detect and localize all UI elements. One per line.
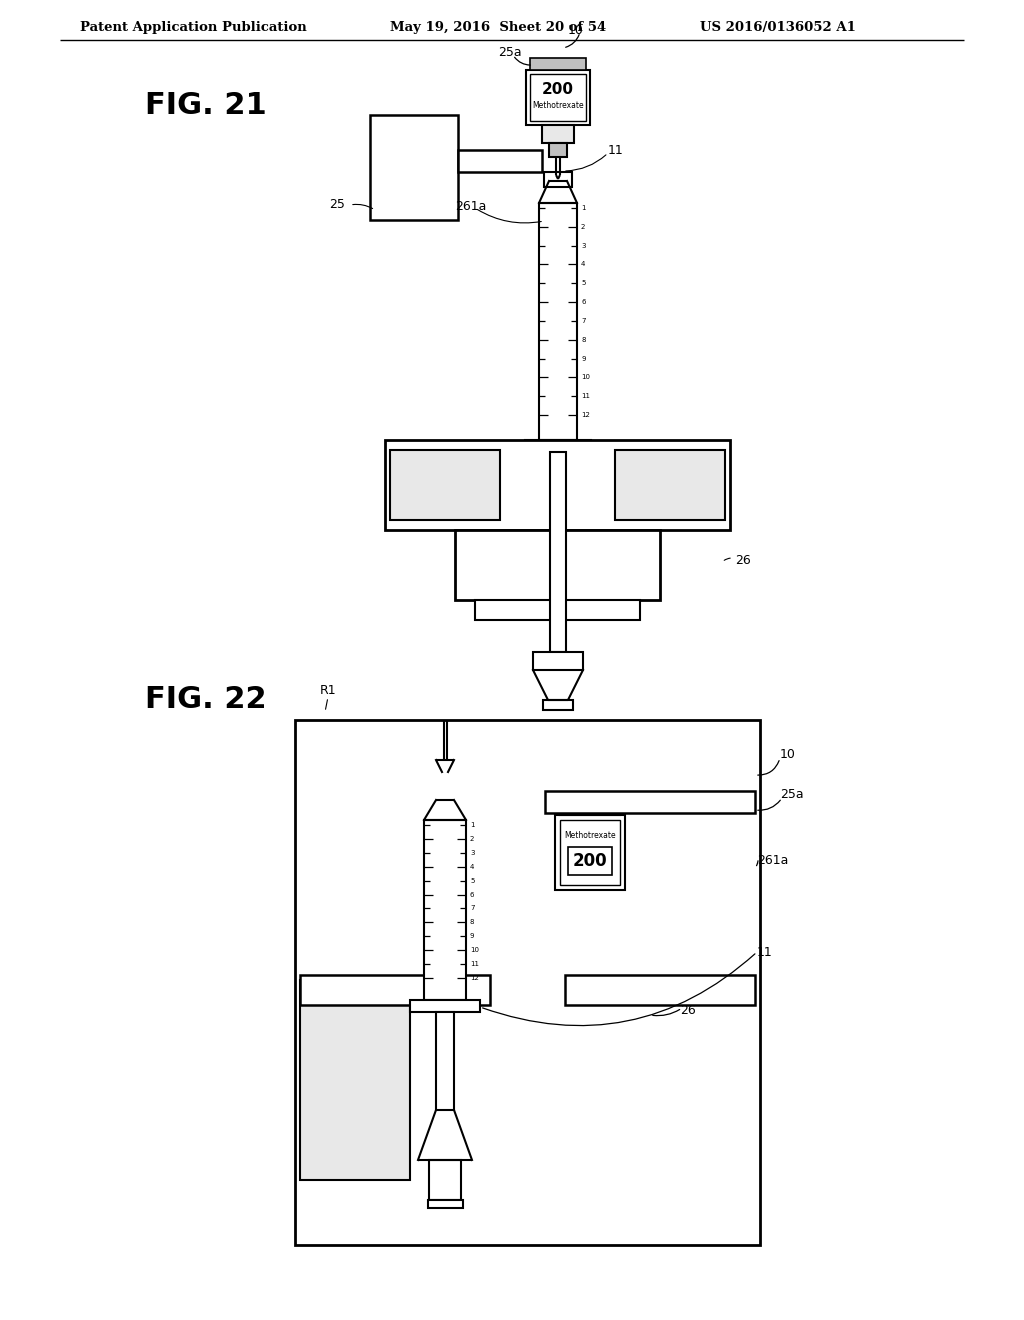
Text: FIG. 21: FIG. 21 [145,91,266,120]
Text: 10: 10 [581,375,590,380]
Text: 5: 5 [470,878,474,883]
Text: Patent Application Publication: Patent Application Publication [80,21,307,33]
Bar [525,440,591,451]
Bar [560,820,620,884]
Text: 200: 200 [572,851,607,870]
Text: 25a: 25a [498,45,521,58]
Text: 10: 10 [780,748,796,762]
Bar [370,115,458,220]
Bar [544,172,572,187]
Text: 11: 11 [470,961,479,968]
Text: 6: 6 [470,891,474,898]
Text: 200: 200 [542,82,574,98]
Text: 261a: 261a [757,854,788,866]
Text: 11: 11 [581,393,590,399]
Text: 7: 7 [470,906,474,911]
Bar [555,814,625,890]
Bar [458,150,542,172]
Text: Methotrexate: Methotrexate [532,102,584,111]
Bar [455,531,660,601]
Bar [560,801,620,814]
Bar [390,450,500,520]
Text: 11: 11 [608,144,624,157]
Text: 10: 10 [568,24,584,37]
Bar [530,74,586,121]
Bar [542,125,574,143]
Bar [300,975,490,1005]
Text: 10: 10 [470,948,479,953]
Text: 2: 2 [470,836,474,842]
Text: 7: 7 [581,318,586,323]
Bar [410,1001,480,1012]
Text: 1: 1 [581,205,586,211]
Text: Methotrexate: Methotrexate [564,830,615,840]
Text: 5: 5 [581,280,586,286]
Text: US 2016/0136052 A1: US 2016/0136052 A1 [700,21,856,33]
Bar [565,975,755,1005]
Bar [550,451,566,652]
Bar [436,1012,454,1110]
Bar [300,979,410,1180]
Bar [534,652,583,671]
Text: 4: 4 [581,261,586,268]
Text: 26: 26 [680,1003,695,1016]
Bar [475,601,640,620]
Bar [424,820,466,1001]
Bar [429,1160,461,1200]
Text: 3: 3 [470,850,474,855]
Text: 26: 26 [735,553,751,566]
Bar [530,58,586,70]
Text: 25: 25 [329,198,345,211]
Bar [568,847,612,875]
Text: 4: 4 [470,863,474,870]
Text: 261a: 261a [455,199,486,213]
Bar [543,700,573,710]
Text: 1: 1 [470,822,474,828]
Text: 6: 6 [581,300,586,305]
Text: 3: 3 [581,243,586,248]
Text: 25a: 25a [780,788,804,801]
Bar [615,450,725,520]
Text: R1: R1 [319,684,337,697]
Text: May 19, 2016  Sheet 20 of 54: May 19, 2016 Sheet 20 of 54 [390,21,606,33]
Bar [539,203,577,440]
Text: 8: 8 [470,919,474,925]
Bar [549,143,567,157]
Bar [295,719,760,1245]
Text: 8: 8 [581,337,586,343]
Bar [428,1200,463,1208]
Text: 9: 9 [581,355,586,362]
Text: 11: 11 [757,945,773,958]
Bar [545,791,755,813]
Text: FIG. 22: FIG. 22 [145,685,266,714]
Text: 2: 2 [581,224,586,230]
Text: 9: 9 [470,933,474,940]
Bar [385,440,730,531]
Bar [526,70,590,125]
Text: 12: 12 [581,412,590,418]
Text: 12: 12 [470,975,479,981]
